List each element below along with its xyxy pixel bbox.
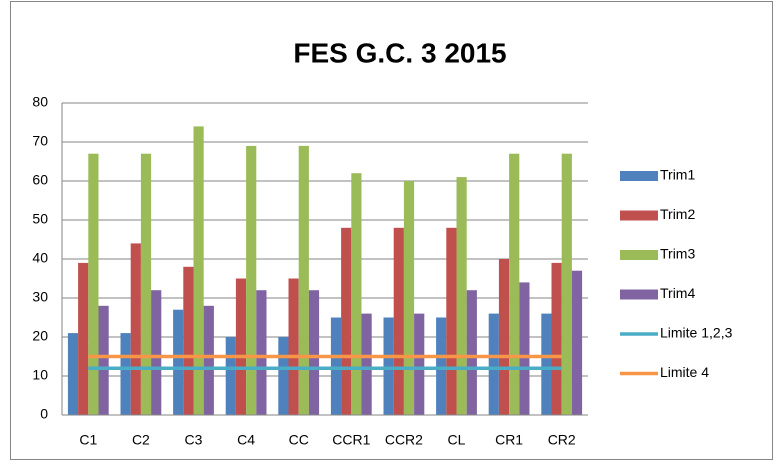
legend-label: Limite 4 [660,364,709,380]
y-tick-label: 70 [32,133,48,149]
x-tick-label: CCR1 [332,432,370,448]
bar [130,243,141,415]
bar [509,153,520,415]
bar [246,145,257,415]
bar [330,317,342,415]
legend-label: Trim1 [660,167,695,183]
bar [519,282,530,415]
bar [436,317,447,415]
bar [403,181,415,415]
y-tick-label: 10 [32,367,48,383]
bar [183,266,194,415]
bar [203,305,214,415]
x-tick-label: C2 [132,432,150,448]
bar [446,227,457,415]
x-tick-label: CL [448,432,466,448]
bar [140,153,152,415]
y-tick-label: 40 [32,250,48,266]
bar [78,262,89,415]
bar [571,270,583,415]
y-tick-label: 30 [32,289,48,305]
legend-label: Trim4 [660,285,695,301]
bar [466,290,477,415]
bar [225,337,236,415]
x-tick-label: CC [289,432,309,448]
bar [151,290,162,415]
bar [561,153,572,415]
bar [393,227,404,415]
y-tick-label: 50 [32,211,48,227]
y-tick-label: 80 [32,94,48,110]
legend-label: Trim2 [660,206,695,222]
x-tick-label: C1 [79,432,97,448]
bar [351,173,362,415]
bar [235,278,247,415]
x-tick-label: C3 [185,432,203,448]
bar [256,290,267,415]
bar [98,305,109,415]
legend-swatch [620,250,658,260]
bar [120,333,131,415]
legend-label: Trim3 [660,246,695,262]
x-tick-label: CR1 [495,432,523,448]
bar [67,333,79,415]
bar [288,278,299,415]
bar [488,313,499,415]
bar [414,313,425,415]
bar [341,227,352,415]
y-tick-label: 0 [40,406,48,422]
legend-swatch [620,210,658,221]
x-tick-label: CCR2 [385,432,423,448]
bar [361,313,372,415]
bar [298,145,309,415]
bar [88,153,99,415]
chart-title: FES G.C. 3 2015 [293,37,506,68]
bar [456,177,467,415]
legend-swatch [620,171,658,181]
bar [383,317,394,415]
bar [498,259,510,415]
x-tick-label: CR2 [548,432,576,448]
bar [193,126,204,416]
bar [278,337,289,415]
bar [308,290,320,415]
legend-swatch [620,289,658,300]
y-tick-label: 60 [32,172,48,188]
bar [551,262,562,415]
bar [173,309,184,415]
bar [541,313,552,415]
x-tick-label: C4 [237,432,255,448]
y-tick-label: 20 [32,328,48,344]
legend-label: Limite 1,2,3 [660,325,733,341]
